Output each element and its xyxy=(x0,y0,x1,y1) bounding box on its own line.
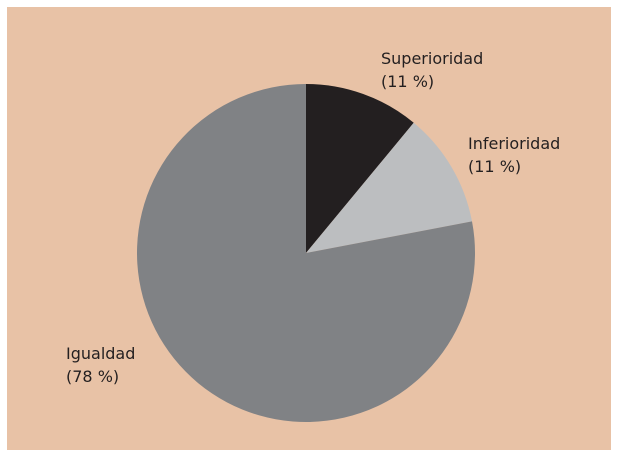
slice-value-inferioridad: (11 %) xyxy=(468,157,521,176)
slice-label-inferioridad: Inferioridad xyxy=(468,134,560,153)
slice-value-igualdad: (78 %) xyxy=(66,367,119,386)
chart-panel: Superioridad (11 %) Inferioridad (11 %) … xyxy=(7,7,611,450)
slice-labels: Superioridad (11 %) Inferioridad (11 %) … xyxy=(66,49,560,386)
slice-label-superioridad: Superioridad xyxy=(381,49,483,68)
pie-slices xyxy=(137,84,476,423)
pie-slice-igualdad xyxy=(137,84,476,423)
slice-label-igualdad: Igualdad xyxy=(66,344,135,363)
pie-chart: Superioridad (11 %) Inferioridad (11 %) … xyxy=(7,7,611,450)
pie-slice-superioridad xyxy=(306,84,414,253)
slice-value-superioridad: (11 %) xyxy=(381,72,434,91)
pie-slice-inferioridad xyxy=(306,122,473,253)
